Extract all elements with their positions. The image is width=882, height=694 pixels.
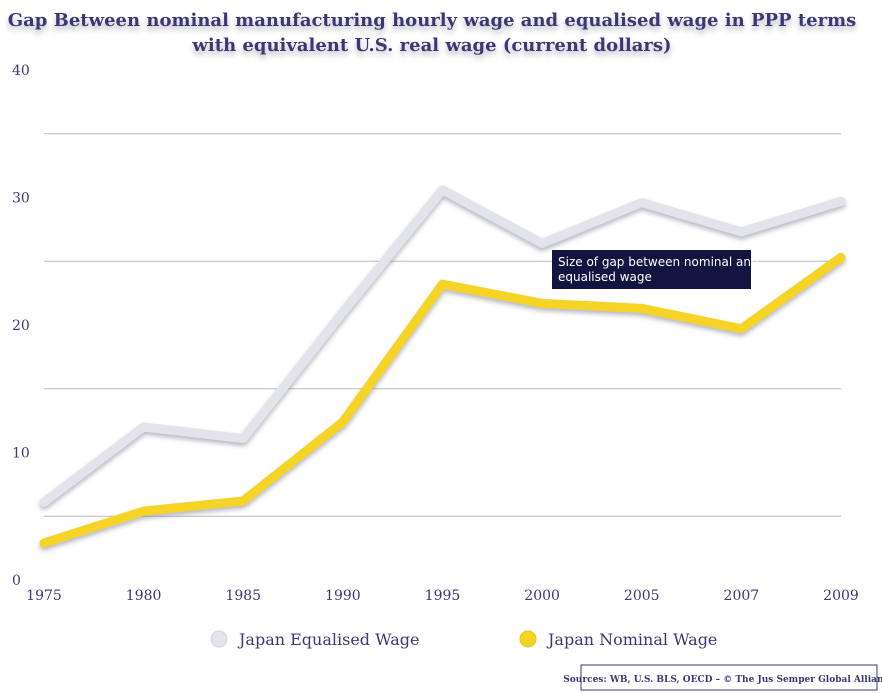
data-point [142,425,146,429]
chart-subtitle: with equivalent U.S. real wage (current … [191,35,671,56]
annotation-tooltip: Size of gap between nominal and equalise… [552,250,759,289]
plot-area [42,188,843,545]
x-tick-label: 2007 [724,588,760,604]
y-axis: 0 10 20 30 40 [12,63,30,589]
x-tick-label: 1995 [425,588,461,604]
x-tick-label: 1980 [126,588,162,604]
data-point [540,301,544,305]
source-text: Sources: WB, U.S. BLS, OECD – © The Jus … [563,675,882,685]
y-tick-label: 20 [12,318,30,334]
data-point [739,327,743,331]
data-point [839,199,843,203]
x-axis: 1975 1980 1985 1990 1995 2000 2005 2007 2009 [26,588,859,604]
series-line-nominal [44,257,841,543]
x-tick-label: 2000 [524,588,560,604]
legend-label: Japan Equalised Wage [237,630,419,649]
data-point [540,241,544,245]
y-tick-label: 0 [12,573,21,589]
data-point [341,420,345,424]
x-tick-label: 1985 [225,588,261,604]
data-point [640,306,644,310]
legend: Japan Equalised Wage Japan Nominal Wage [211,630,717,649]
y-tick-label: 40 [12,63,30,79]
tooltip-line-1: Size of gap between nominal and [558,255,759,269]
legend-marker [520,631,536,647]
data-point [241,436,245,440]
data-point [441,188,445,192]
data-point [241,499,245,503]
legend-label: Japan Nominal Wage [546,630,717,649]
x-tick-label: 2009 [823,588,859,604]
data-point [142,509,146,513]
data-point [739,230,743,234]
legend-marker [211,631,227,647]
x-tick-label: 1990 [325,588,361,604]
chart-title: Gap Between nominal manufacturing hourly… [8,10,857,31]
y-tick-label: 10 [12,446,30,462]
data-point [42,541,46,545]
data-point [441,282,445,286]
source-note: Sources: WB, U.S. BLS, OECD – © The Jus … [563,665,882,690]
x-tick-label: 1975 [26,588,62,604]
data-point [839,255,843,259]
chart: Gap Between nominal manufacturing hourly… [0,0,882,694]
tooltip-line-2: equalised wage [558,270,652,284]
y-tick-label: 30 [12,191,30,207]
series-line-equalised [44,190,841,502]
data-point [341,310,345,314]
data-point [42,500,46,504]
data-point [640,201,644,205]
x-tick-label: 2005 [624,588,660,604]
